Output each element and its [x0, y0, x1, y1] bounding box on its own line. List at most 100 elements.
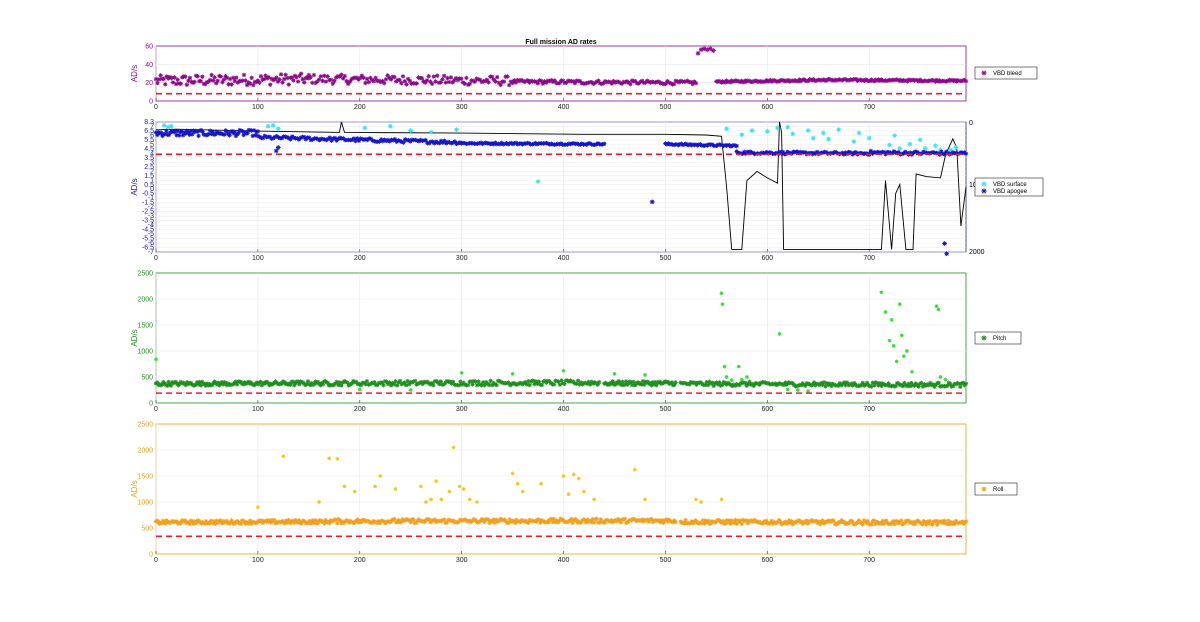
data-point [905, 383, 910, 389]
data-point [764, 518, 769, 524]
data-point [388, 77, 394, 82]
data-point [877, 381, 883, 386]
data-point [196, 133, 201, 139]
data-point [782, 78, 787, 84]
data-point [649, 199, 655, 205]
data-point [197, 379, 202, 385]
data-point [813, 151, 818, 156]
data-point [465, 82, 471, 87]
data-point [650, 380, 655, 385]
data-point [774, 520, 779, 525]
data-point [582, 81, 588, 86]
data-point [523, 380, 528, 385]
data-point [780, 149, 786, 155]
data-point [707, 521, 712, 526]
data-point [689, 143, 694, 148]
data-point [884, 383, 890, 388]
data-point [400, 381, 406, 386]
data-point [589, 79, 594, 85]
data-point [551, 382, 557, 387]
data-point [884, 518, 889, 523]
data-point [310, 80, 315, 86]
data-point [835, 151, 841, 156]
data-point [616, 379, 622, 384]
data-point [165, 124, 171, 130]
data-point [229, 128, 235, 134]
data-point [522, 519, 527, 524]
data-point [874, 380, 880, 386]
data-point [447, 79, 452, 85]
data-point [370, 138, 375, 143]
data-point [855, 520, 860, 525]
data-point [642, 517, 648, 523]
y2-tick-label: 2000 [969, 249, 985, 256]
data-point [704, 47, 710, 53]
data-point [445, 139, 451, 145]
data-point [900, 522, 905, 527]
y-tick-label: -0.5 [142, 191, 154, 198]
y-tick-label: 2 [150, 168, 154, 175]
data-point [784, 382, 790, 387]
data-point [860, 522, 865, 527]
data-point [405, 517, 411, 523]
data-point [250, 133, 255, 139]
data-point [335, 456, 340, 461]
data-point [757, 382, 762, 387]
data-point [958, 519, 964, 525]
data-point [871, 518, 877, 523]
data-point [475, 500, 479, 504]
data-point [324, 137, 329, 143]
data-point [887, 77, 892, 83]
data-point [626, 381, 631, 386]
data-point [515, 382, 520, 387]
data-point [574, 518, 579, 523]
data-point [577, 519, 582, 525]
data-point [771, 151, 777, 157]
data-point [631, 379, 636, 385]
data-point [622, 516, 627, 522]
data-point [341, 520, 347, 526]
data-point [909, 380, 914, 386]
data-point [203, 81, 208, 87]
data-point [200, 129, 205, 134]
data-point [819, 380, 824, 386]
data-point [359, 519, 364, 525]
data-point [435, 73, 440, 78]
data-point [702, 521, 707, 526]
data-point [500, 380, 505, 385]
legend-label: Roll [993, 487, 1003, 493]
data-point [439, 497, 444, 502]
data-point [805, 150, 811, 156]
data-point [577, 78, 583, 84]
data-point [521, 380, 526, 386]
data-point [378, 137, 384, 142]
data-point [761, 379, 767, 385]
data-point [232, 129, 237, 134]
data-point [175, 128, 181, 134]
data-point [584, 381, 590, 386]
data-point [158, 130, 164, 135]
data-point [724, 382, 729, 387]
data-point [272, 518, 277, 523]
x-tick-label: 100 [252, 406, 264, 413]
data-point [635, 517, 641, 523]
legend: Pitch [974, 331, 1022, 345]
data-point [776, 517, 782, 523]
data-point [623, 79, 628, 85]
data-point [354, 75, 359, 81]
data-point [335, 520, 340, 526]
data-point [790, 131, 796, 137]
data-point [447, 489, 452, 494]
data-point [471, 517, 476, 522]
x-tick-label: 400 [558, 104, 570, 111]
y-tick-label: -4 [148, 222, 154, 229]
x-tick-label: 600 [761, 406, 773, 413]
data-point [544, 140, 549, 146]
data-point [669, 380, 675, 385]
data-point [402, 380, 407, 385]
data-point [907, 520, 913, 525]
x-tick-label: 200 [354, 104, 366, 111]
data-point [198, 383, 204, 388]
data-point [908, 78, 913, 83]
data-point [488, 141, 493, 147]
